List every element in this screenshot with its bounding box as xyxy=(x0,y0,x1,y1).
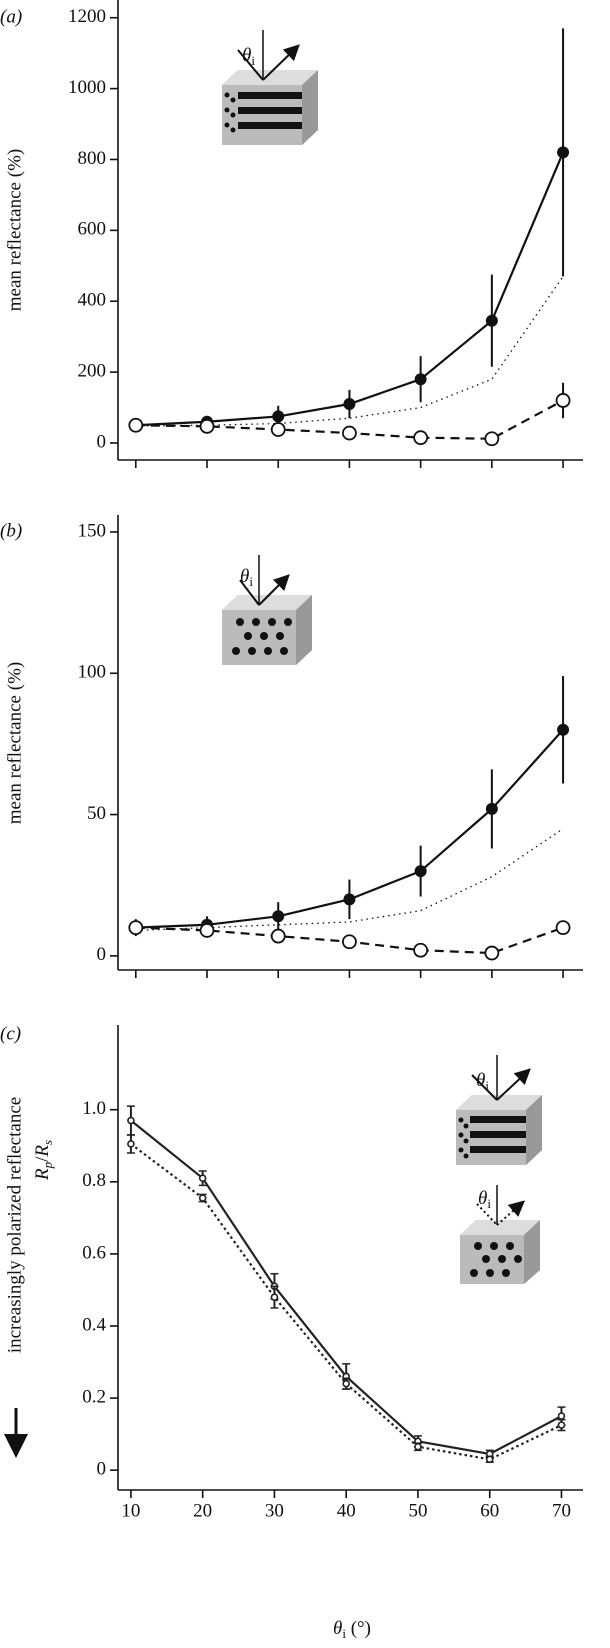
marker xyxy=(414,1442,422,1451)
marker xyxy=(485,802,498,815)
y-tick-label: 600 xyxy=(78,219,107,240)
inset-label: θi xyxy=(240,566,253,589)
y-axis-label: mean reflectance (%) xyxy=(4,662,25,824)
marker xyxy=(198,1194,207,1202)
x-tick-label: 50 xyxy=(408,1500,427,1521)
y-tick-label: 0.8 xyxy=(82,1170,106,1191)
y-axis-label: mean reflectance (%) xyxy=(4,149,25,311)
marker xyxy=(198,1174,207,1182)
y-axis-label: increasingly polarized reflectance xyxy=(4,1097,25,1353)
x-tick-label: 60 xyxy=(480,1500,499,1521)
y-tick-label: 1200 xyxy=(68,6,106,27)
marker xyxy=(272,910,285,923)
panel-label: (c) xyxy=(0,1023,21,1044)
y-tick-label: 200 xyxy=(78,360,107,381)
series-line xyxy=(135,151,565,427)
y-tick-label: 150 xyxy=(78,520,107,541)
y-tick-label: 0 xyxy=(97,1459,107,1480)
marker xyxy=(485,1455,494,1464)
inset-holes xyxy=(222,555,312,665)
marker xyxy=(414,373,427,386)
marker xyxy=(128,417,144,433)
y-tick-label: 0.2 xyxy=(82,1386,106,1407)
marker xyxy=(413,942,429,958)
marker xyxy=(555,920,571,936)
marker xyxy=(270,928,286,944)
marker xyxy=(342,425,357,441)
marker xyxy=(555,393,571,408)
panel-label: (b) xyxy=(0,520,22,541)
inset-label: θi xyxy=(476,1070,489,1093)
marker xyxy=(485,314,498,327)
y-tick-label: 0.4 xyxy=(82,1314,106,1335)
x-axis-label: θi (°) xyxy=(333,1618,371,1641)
panel-label: (a) xyxy=(0,6,22,27)
y-tick-label: 0.6 xyxy=(82,1242,106,1263)
marker xyxy=(557,723,570,736)
marker xyxy=(557,1412,566,1420)
marker xyxy=(484,431,500,447)
y-tick-label: 0 xyxy=(97,944,107,965)
marker xyxy=(128,920,144,936)
marker xyxy=(199,923,215,938)
y-axis-label-2: Rp/Rs xyxy=(32,1140,55,1181)
inset-label: θi xyxy=(478,1188,491,1211)
marker xyxy=(342,934,357,950)
marker xyxy=(557,146,570,159)
x-tick-label: 20 xyxy=(193,1500,212,1521)
marker xyxy=(343,398,356,411)
marker xyxy=(414,865,427,878)
x-tick-label: 10 xyxy=(121,1500,140,1521)
marker xyxy=(199,418,215,434)
series-line xyxy=(130,1119,562,1456)
marker xyxy=(127,1140,135,1148)
marker xyxy=(343,893,356,906)
y-tick-label: 100 xyxy=(78,662,107,683)
y-tick-label: 0 xyxy=(97,431,107,452)
y-tick-label: 1000 xyxy=(68,77,106,98)
marker xyxy=(272,410,285,423)
y-tick-label: 400 xyxy=(78,290,107,311)
y-tick-label: 1.0 xyxy=(82,1098,106,1119)
marker xyxy=(342,1379,350,1388)
x-tick-label: 70 xyxy=(552,1500,571,1521)
marker xyxy=(270,422,286,437)
marker xyxy=(484,945,500,961)
inset-c xyxy=(456,1055,542,1284)
marker xyxy=(270,1293,279,1301)
inset-label: θi xyxy=(242,45,255,68)
x-tick-label: 30 xyxy=(265,1500,284,1521)
y-tick-label: 50 xyxy=(87,803,106,824)
marker xyxy=(413,430,429,446)
inset-layered xyxy=(222,30,318,145)
marker xyxy=(127,1116,135,1125)
marker xyxy=(557,1421,566,1429)
y-tick-label: 800 xyxy=(78,148,107,169)
x-tick-label: 40 xyxy=(337,1500,356,1521)
